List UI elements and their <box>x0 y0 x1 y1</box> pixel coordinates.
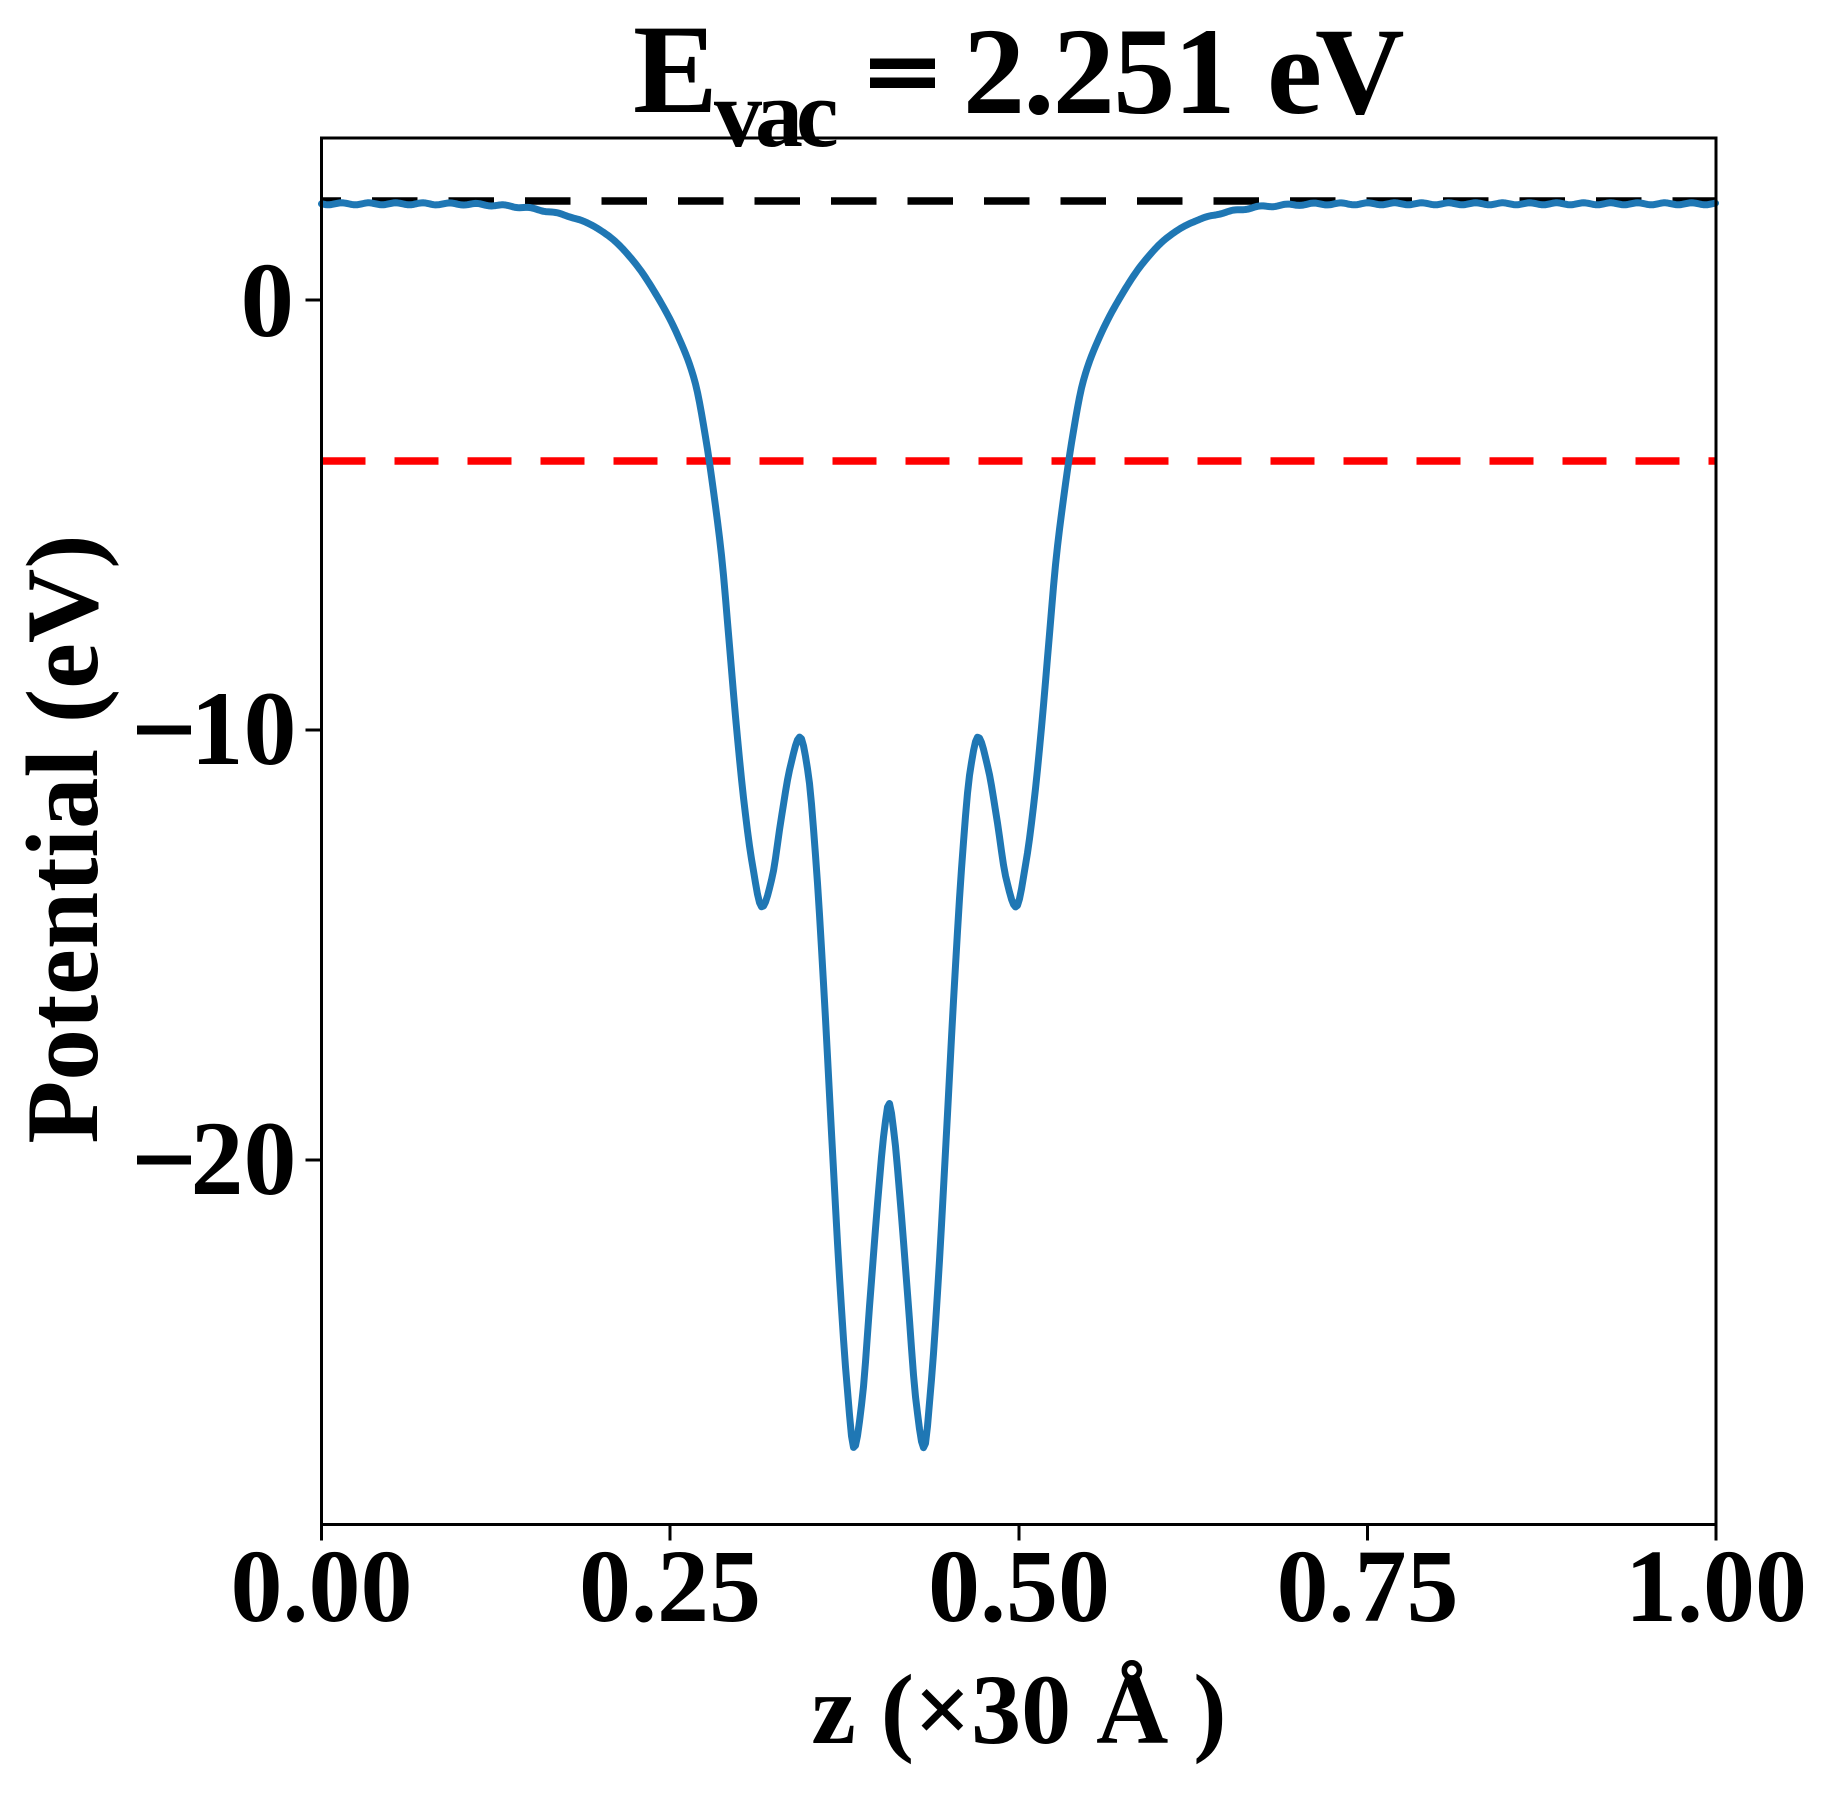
svg-text:0.50: 0.50 <box>928 1529 1110 1644</box>
svg-text:1.00: 1.00 <box>1625 1529 1807 1644</box>
svg-text:10: 10 <box>191 670 297 787</box>
svg-text:eV: eV <box>1267 3 1404 140</box>
svg-text:0.00: 0.00 <box>231 1529 413 1644</box>
svg-text:20: 20 <box>191 1100 297 1217</box>
svg-text:2.251: 2.251 <box>963 3 1234 140</box>
svg-text:Potential (eV): Potential (eV) <box>6 534 120 1143</box>
svg-text:0.25: 0.25 <box>579 1529 761 1644</box>
svg-text:0: 0 <box>241 242 295 360</box>
svg-text:0.75: 0.75 <box>1277 1529 1459 1644</box>
svg-text:E: E <box>633 0 718 140</box>
svg-text:z (×30 Å ): z (×30 Å ) <box>811 1654 1226 1765</box>
svg-text:vac: vac <box>714 60 837 167</box>
